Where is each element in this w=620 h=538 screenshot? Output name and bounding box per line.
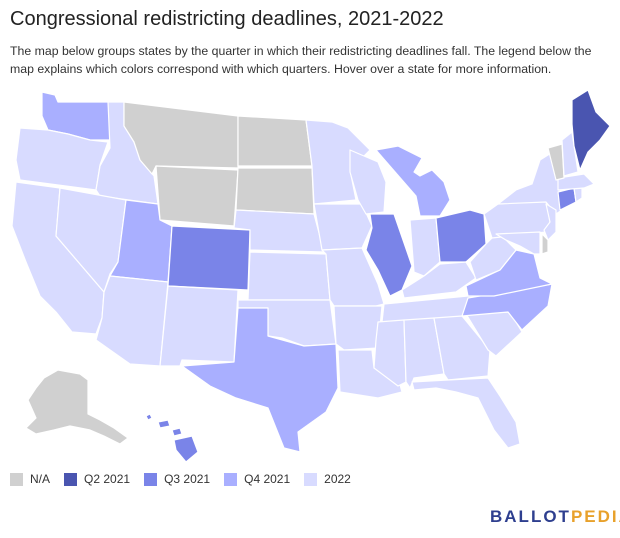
legend-item-na: N/A [10,472,50,486]
legend-swatch-q3-2021 [144,472,158,486]
state-NH[interactable] [561,131,579,177]
legend-swatch-q2-2021 [64,472,78,486]
state-ME[interactable] [571,89,611,171]
legend-label-na: N/A [30,472,51,486]
legend-item-q3-2021: Q3 2021 [144,472,210,486]
state-AZ[interactable] [95,275,169,367]
state-MI[interactable] [375,145,451,217]
legend-swatch-2022 [304,472,318,486]
map-legend: N/A Q2 2021 Q3 2021 Q4 2021 2022 [10,472,365,486]
state-NM[interactable] [159,285,239,367]
state-RI[interactable] [573,187,583,203]
state-MD[interactable] [495,231,541,255]
state-IN[interactable] [409,217,441,277]
state-FL[interactable] [411,377,521,449]
state-CT[interactable] [557,187,577,211]
legend-label-q2-2021: Q2 2021 [84,472,131,486]
state-VT[interactable] [547,143,565,181]
state-WI[interactable] [349,149,387,215]
state-WY[interactable] [155,165,239,227]
page-title: Congressional redistricting deadlines, 2… [10,8,444,30]
legend-label-q3-2021: Q3 2021 [164,472,211,486]
legend-item-q2-2021: Q2 2021 [64,472,130,486]
state-KY[interactable] [401,261,477,299]
state-SD[interactable] [235,167,315,215]
state-NE[interactable] [233,209,325,253]
state-WA[interactable] [41,91,123,141]
state-HI[interactable] [145,413,199,463]
legend-item-q4-2021: Q4 2021 [224,472,290,486]
state-CO[interactable] [167,225,251,291]
ballotpedia-logo[interactable]: BALLOTPEDIA [490,507,620,527]
state-OR[interactable] [15,127,109,191]
state-DE[interactable] [541,233,549,255]
state-TX[interactable] [181,307,339,453]
state-IA[interactable] [313,203,373,251]
logo-part-pedia: PEDIA [570,507,620,526]
legend-swatch-q4-2021 [224,472,238,486]
state-AK[interactable] [25,369,129,445]
state-KS[interactable] [247,251,331,301]
state-ND[interactable] [237,115,313,167]
legend-label-2022: 2022 [324,472,351,486]
map-description: The map below groups states by the quart… [10,44,592,76]
legend-swatch-na [10,472,23,486]
legend-label-q4-2021: Q4 2021 [244,472,291,486]
state-AR[interactable] [333,305,383,351]
state-IL[interactable] [365,213,413,297]
state-MA[interactable] [557,173,595,191]
state-WV[interactable] [469,233,517,281]
logo-part-ballot: BALLOT [490,507,571,526]
legend-item-2022: 2022 [304,472,351,486]
